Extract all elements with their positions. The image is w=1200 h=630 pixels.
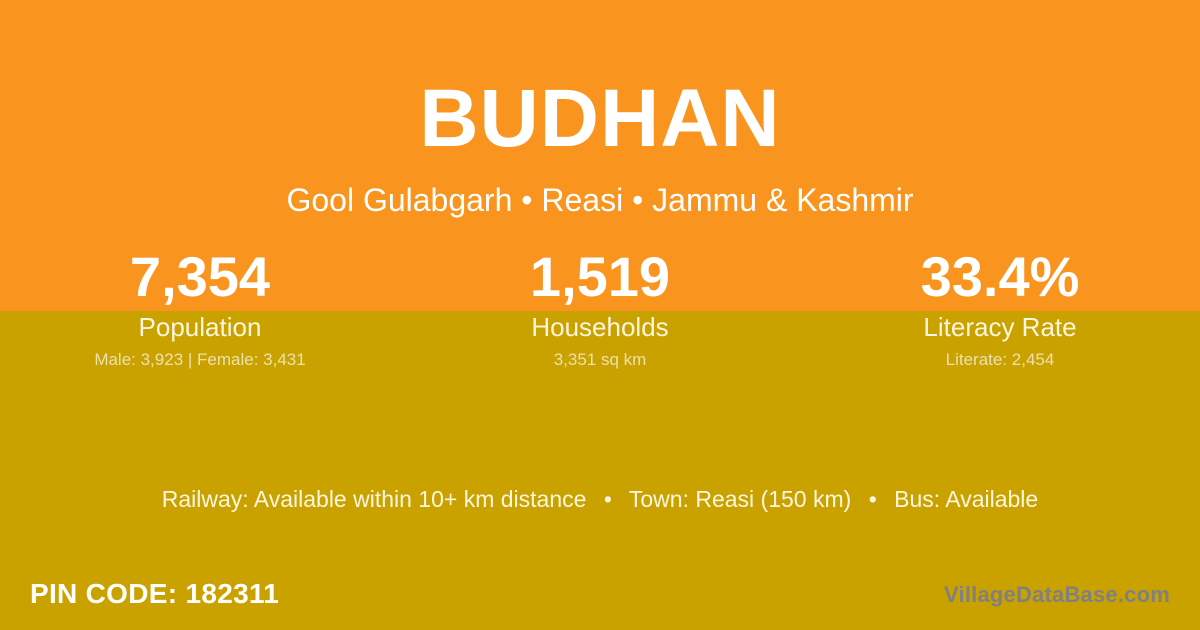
bus-info: Bus: Available [894,486,1039,512]
stat-value: 1,519 [529,245,671,308]
railway-info: Railway: Available within 10+ km distanc… [161,486,587,512]
stat-population: 7,354 Population Male: 3,923 | Female: 3… [0,245,400,385]
page-title: BUDHAN [419,73,781,164]
stat-detail: Literate: 2,454 [945,350,1055,369]
stat-detail: Male: 3,923 | Female: 3,431 [94,350,306,369]
bullet-separator-icon: • [603,486,612,512]
stat-label: Households [531,312,669,342]
stat-value: 7,354 [129,245,271,308]
stat-literacy-rate: 33.4% Literacy Rate Literate: 2,454 [800,245,1200,385]
card-footer: PIN CODE: 182311 VillageDataBase.com [0,572,1200,630]
location-breadcrumb: Gool Gulabgarh • Reasi • Jammu & Kashmir [286,182,914,218]
bullet-separator-icon: • [868,486,877,512]
stat-detail: 3,351 sq km [553,350,647,369]
transport-info: Railway: Available within 10+ km distanc… [0,484,1200,514]
pin-code: PIN CODE: 182311 [30,578,280,609]
site-branding: VillageDataBase.com [944,582,1170,607]
stat-households: 1,519 Households 3,351 sq km [400,245,800,385]
stat-label: Population [138,312,262,342]
stat-value: 33.4% [920,245,1080,308]
stat-label: Literacy Rate [923,312,1077,342]
stats-row: 7,354 Population Male: 3,923 | Female: 3… [0,245,1200,385]
hero-banner: BUDHAN Gool Gulabgarh • Reasi • Jammu & … [0,0,1200,311]
nearest-town-info: Town: Reasi (150 km) [628,486,852,512]
